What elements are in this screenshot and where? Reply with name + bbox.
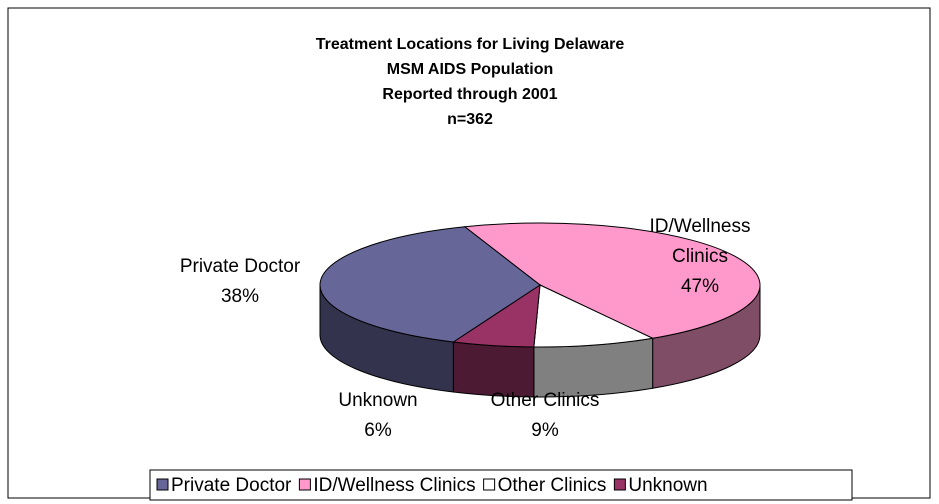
chart-title: Reported through 2001 (382, 86, 557, 103)
legend-label: Private Doctor (171, 475, 292, 496)
chart-title: Treatment Locations for Living Delaware (316, 36, 625, 53)
slice (463, 222, 761, 339)
slice (533, 284, 655, 348)
legend-swatch (613, 478, 626, 491)
legend-box (149, 469, 853, 501)
slice (319, 226, 541, 343)
data-label-name: ID/Wellness Clinics (649, 216, 751, 267)
data-label-value: 9% (531, 420, 559, 441)
data-label-value: 38% (220, 286, 260, 307)
legend-label: ID/Wellness Clinics (313, 475, 475, 496)
legend: Private Doctor ID/Wellness Clinics Other C… (156, 475, 708, 496)
legend-label: Unknown (628, 475, 707, 496)
data-label-name: Unknown (338, 390, 418, 411)
data-label-name: Private Doctor (179, 256, 301, 277)
data-label-value: 6% (364, 420, 392, 441)
pie (319, 222, 761, 398)
legend-label: Other Clinics (498, 475, 607, 496)
legend-swatch (298, 478, 311, 491)
chart-title: n=362 (447, 111, 493, 128)
data-label-value: 47% (680, 276, 720, 297)
chart-title: MSM AIDS Population (387, 61, 554, 78)
legend-swatch (156, 478, 169, 491)
legend-swatch (483, 478, 496, 491)
data-label-name: Other Clinics (490, 390, 600, 411)
